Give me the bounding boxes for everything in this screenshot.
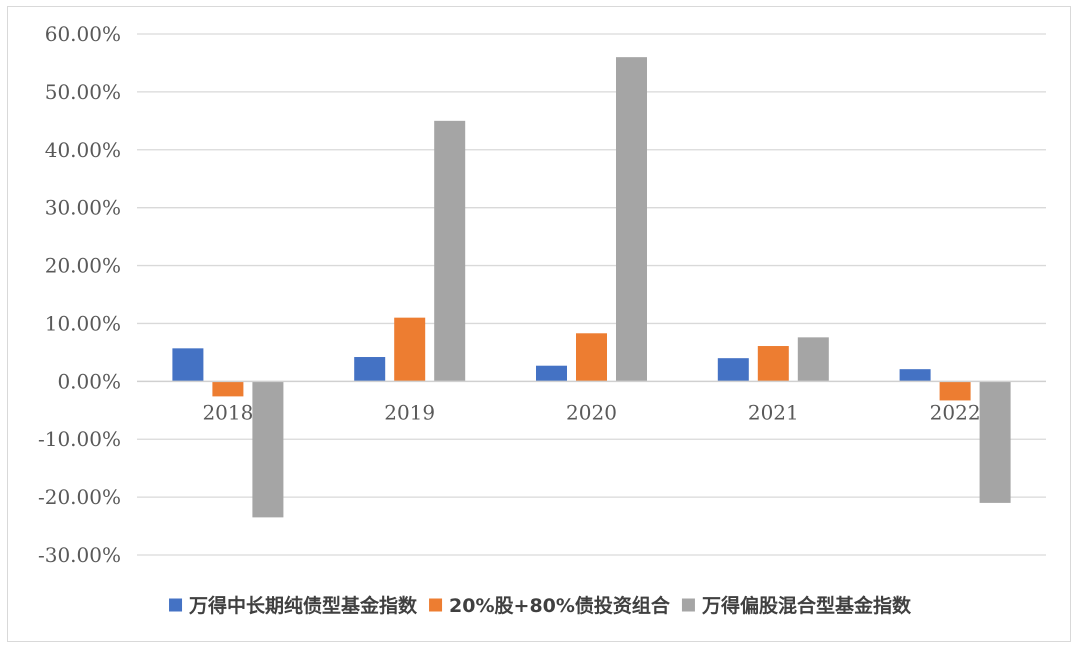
y-tick-label: 20.00% [45,254,121,278]
y-tick-label: 40.00% [45,138,121,162]
y-tick-label: 60.00% [45,22,121,46]
x-category-label: 2021 [748,400,799,424]
legend-label: 20%股+80%债投资组合 [449,594,671,617]
bar-2018-series-2 [212,381,244,397]
x-category-label: 2018 [202,400,253,424]
legend-swatch [429,598,443,612]
x-category-label: 2022 [930,400,981,424]
legend-label: 万得偏股混合型基金指数 [701,594,912,617]
x-category-label: 2020 [566,400,617,424]
bar-2021-series-3 [797,337,829,382]
y-axis-ticks: 60.00% 50.00% 40.00% 30.00% 20.00% 10.00% 0.00… [38,22,121,567]
bars [172,57,1011,518]
bar-2020-series-1 [536,365,567,382]
y-tick-label: -30.00% [38,543,121,567]
gridlines [137,33,1046,556]
y-tick-label: 50.00% [45,80,121,104]
bar-2020-series-3 [616,57,647,382]
bar-2021-series-2 [757,346,789,382]
x-category-label: 2019 [384,400,435,424]
legend-swatch [681,598,695,612]
bar-2022-series-3 [979,381,1011,503]
x-axis-categories: 2018 2019 2020 2021 2022 [202,400,980,424]
bar-2020-series-2 [576,333,607,382]
legend: 万得中长期纯债型基金指数 20%股+80%债投资组合 万得偏股混合型基金指数 [169,594,912,617]
bar-2022-series-2 [939,381,971,401]
bar-2018-series-3 [252,381,284,518]
y-tick-label: 30.00% [45,196,121,220]
bar-2019-series-1 [354,357,386,382]
bar-2021-series-1 [717,358,749,382]
bar-2018-series-1 [172,348,204,382]
bar-2019-series-3 [434,120,466,382]
bar-2019-series-2 [394,317,426,382]
y-tick-label: -10.00% [38,427,121,451]
y-tick-label: 0.00% [57,369,121,393]
y-tick-label: -20.00% [38,485,121,509]
y-tick-label: 10.00% [45,311,121,335]
bar-2022-series-1 [899,369,931,382]
legend-swatch [169,598,183,612]
legend-label: 万得中长期纯债型基金指数 [188,594,418,617]
